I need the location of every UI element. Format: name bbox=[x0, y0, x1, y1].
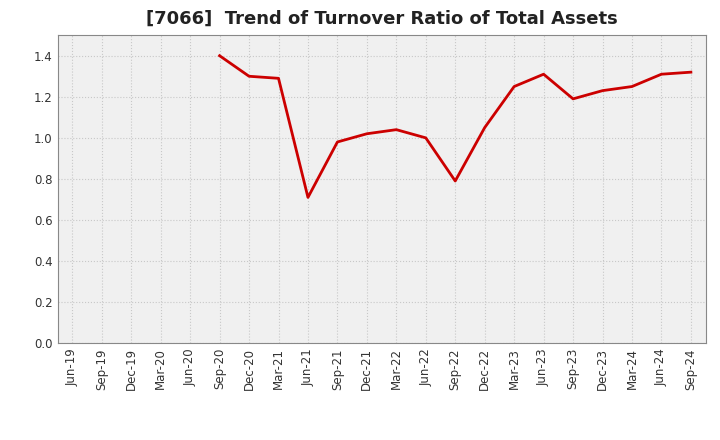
Title: [7066]  Trend of Turnover Ratio of Total Assets: [7066] Trend of Turnover Ratio of Total … bbox=[145, 10, 618, 28]
